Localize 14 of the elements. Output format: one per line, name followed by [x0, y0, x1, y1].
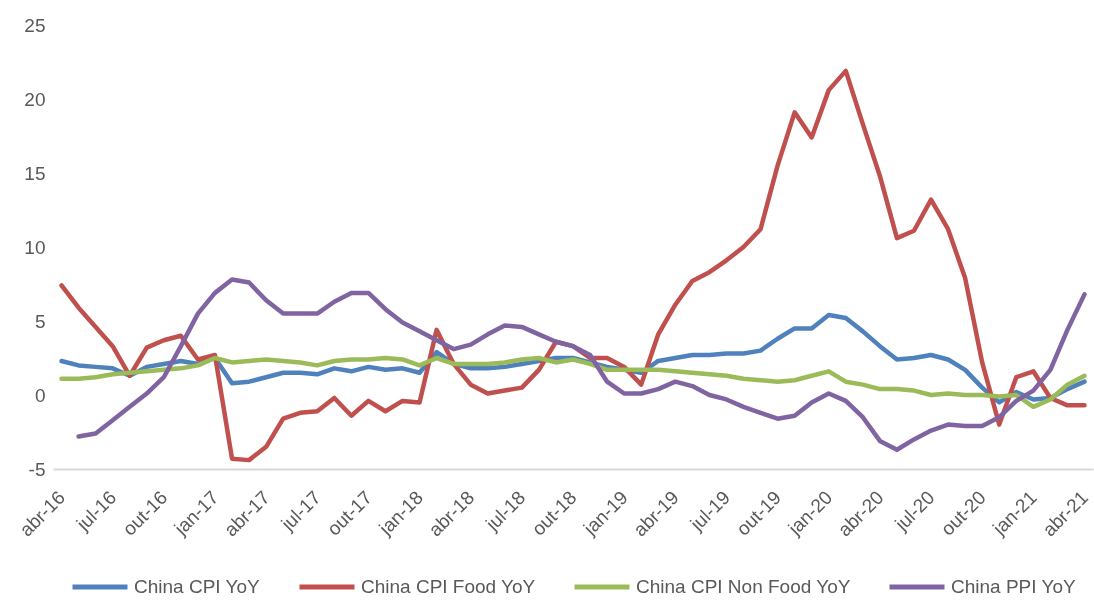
y-tick-label: 15 — [24, 162, 46, 184]
line-series — [76, 277, 1087, 453]
y-tick-label: 20 — [24, 88, 46, 110]
y-tick-label: 5 — [34, 310, 46, 332]
legend-label: China CPI YoY — [134, 576, 261, 597]
y-tick-label: 0 — [34, 384, 46, 406]
y-tick-label: -5 — [28, 458, 46, 480]
y-tick-label: 10 — [24, 236, 46, 258]
legend-label: China CPI Non Food YoY — [636, 576, 851, 597]
line-series — [59, 68, 1087, 463]
legend-label: China CPI Food YoY — [361, 576, 536, 597]
legend-label: China PPI YoY — [951, 576, 1076, 597]
y-tick-label: 25 — [24, 14, 46, 36]
line-series — [59, 355, 1087, 410]
